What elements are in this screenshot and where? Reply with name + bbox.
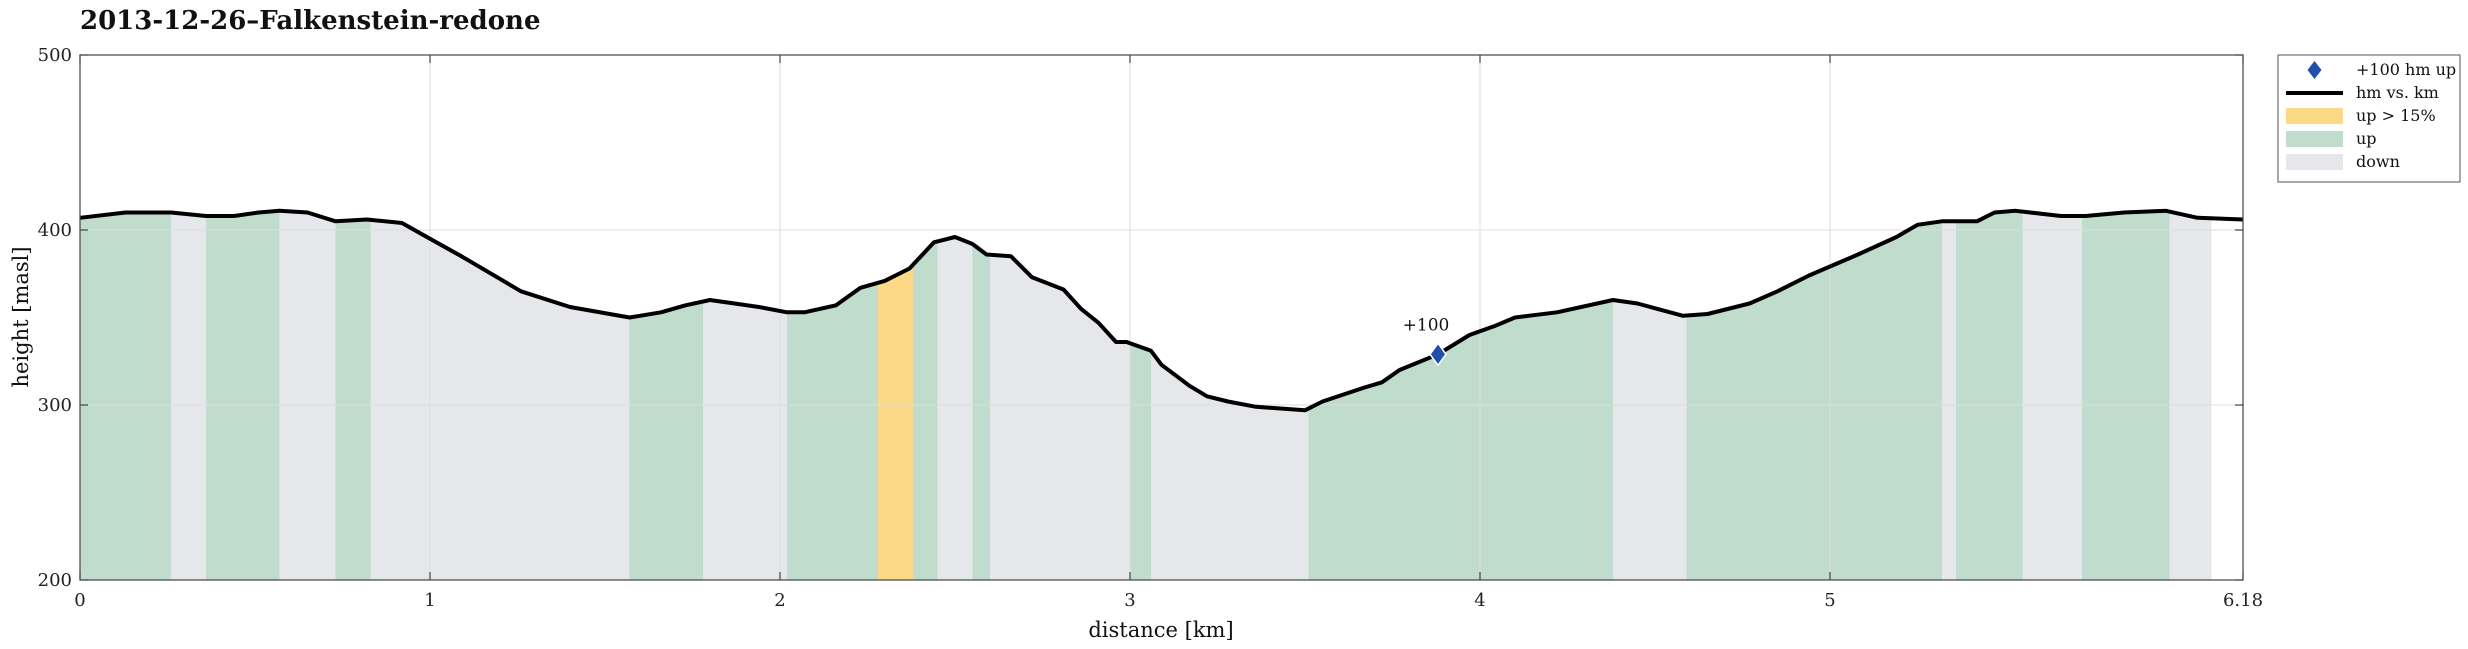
region-down bbox=[171, 212, 206, 580]
series-line-hm-vs-km bbox=[79, 208, 2244, 413]
region-down bbox=[1613, 300, 1687, 580]
slope-regions bbox=[80, 210, 2212, 581]
y-axis-label: height [masl] bbox=[9, 246, 33, 387]
region-up bbox=[206, 210, 280, 581]
region-up bbox=[2082, 210, 2170, 581]
region-up bbox=[1308, 300, 1613, 580]
y-tick-label: 500 bbox=[38, 45, 72, 66]
region-up bbox=[1686, 221, 1942, 581]
region-down bbox=[703, 300, 787, 580]
legend-label: +100 hm up bbox=[2356, 60, 2456, 79]
region-down bbox=[990, 254, 1130, 581]
region-up bbox=[913, 241, 938, 580]
legend-swatch-patch bbox=[2286, 131, 2343, 147]
region-down bbox=[2022, 211, 2082, 580]
legend-label: up bbox=[2356, 129, 2377, 148]
y-tick-label: 300 bbox=[38, 395, 72, 416]
region-down bbox=[1942, 221, 1956, 581]
x-tick-label: 1 bbox=[424, 590, 435, 611]
x-tick-label: 0 bbox=[74, 590, 85, 611]
legend-swatch-patch bbox=[2286, 108, 2343, 124]
y-tick-label: 400 bbox=[38, 220, 72, 241]
x-axis-label: distance [km] bbox=[1088, 618, 1233, 642]
legend: +100 hm up hm vs. km up > 15% up down bbox=[2277, 54, 2461, 183]
region-down bbox=[2169, 211, 2212, 580]
marker-diamond bbox=[1429, 341, 1447, 367]
region-up bbox=[80, 212, 171, 580]
markers: +100 bbox=[1403, 315, 1450, 367]
region-up bbox=[1130, 343, 1151, 580]
chart-title: 2013-12-26–Falkenstein-redone bbox=[80, 6, 541, 36]
x-tick-label: 3 bbox=[1124, 590, 1135, 611]
legend-label: up > 15% bbox=[2356, 106, 2436, 125]
legend-swatch-patch bbox=[2286, 154, 2343, 170]
x-tick-label: 2 bbox=[774, 590, 785, 611]
region-down bbox=[937, 237, 973, 580]
legend-label: down bbox=[2356, 152, 2400, 171]
plot-frame bbox=[79, 54, 2244, 581]
legend-label: hm vs. km bbox=[2356, 83, 2439, 102]
marker-label: +100 bbox=[1403, 315, 1450, 335]
series-lines bbox=[79, 208, 2244, 413]
region-down bbox=[370, 219, 630, 581]
x-tick-label: 4 bbox=[1474, 590, 1485, 611]
legend-swatch-marker bbox=[2307, 61, 2322, 79]
region-down bbox=[1151, 350, 1309, 580]
region-up bbox=[1956, 210, 2023, 581]
x-tick-label: 5 bbox=[1824, 590, 1835, 611]
y-tick-label: 200 bbox=[38, 570, 72, 591]
region-up bbox=[629, 301, 703, 580]
region-steep bbox=[878, 264, 913, 580]
x-tick-label: 6.18 bbox=[2223, 590, 2263, 611]
axes: 0 1 2 3 4 5 6.18 200 300 400 500 bbox=[38, 45, 2263, 611]
region-up bbox=[972, 244, 990, 580]
region-up bbox=[335, 219, 371, 580]
region-down bbox=[279, 210, 336, 581]
region-up bbox=[787, 282, 878, 580]
